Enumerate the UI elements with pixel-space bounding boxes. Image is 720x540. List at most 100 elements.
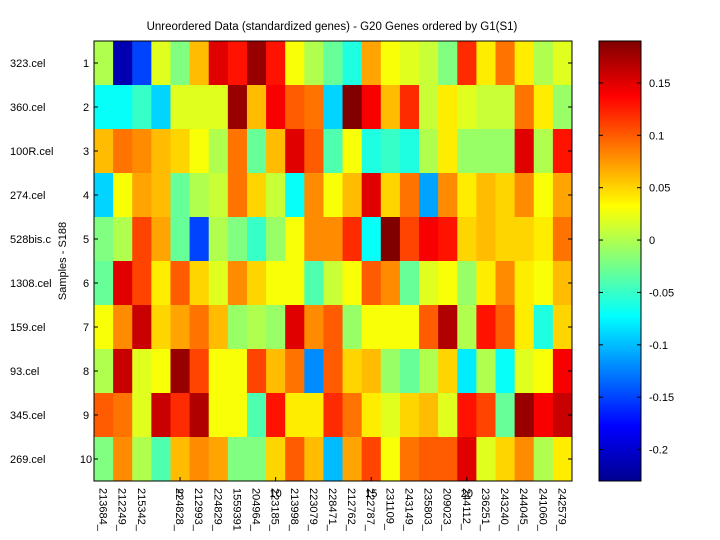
heatmap-cell	[132, 305, 152, 350]
heatmap-cell	[227, 217, 248, 262]
heatmap-cell	[170, 437, 190, 482]
heatmap-cell	[419, 129, 439, 174]
heatmap-cell	[132, 217, 152, 262]
colorbar-tick-label: 0.15	[649, 78, 670, 90]
heatmap-cell	[151, 393, 171, 438]
heatmap-cell	[533, 173, 554, 218]
heatmap-cell	[457, 393, 477, 438]
heatmap-cell	[304, 393, 324, 438]
heatmap-cell	[457, 129, 477, 174]
heatmap-cell	[552, 261, 573, 306]
column-label: 213684_	[97, 488, 109, 532]
heatmap-cell	[495, 129, 516, 174]
heatmap-cell	[246, 437, 267, 482]
heatmap-cell	[457, 349, 477, 394]
heatmap-cell	[342, 85, 363, 130]
heatmap-cell	[476, 85, 496, 130]
heatmap-cell	[361, 85, 382, 130]
colorbar-tick-label: -0.2	[649, 445, 668, 457]
heatmap-cell	[132, 393, 152, 438]
heatmap-cell	[170, 173, 190, 218]
heatmap-cell	[457, 85, 477, 130]
heatmap-cell	[151, 261, 171, 306]
heatmap-cell	[476, 393, 496, 438]
heatmap-cell	[323, 129, 343, 174]
heatmap-cell	[380, 305, 401, 350]
heatmap-cell	[304, 129, 324, 174]
heatmap-cell	[419, 305, 439, 350]
heatmap-cell	[380, 173, 401, 218]
heatmap-cell	[285, 305, 305, 350]
heatmap-cell	[189, 349, 210, 394]
heatmap-cell	[323, 261, 343, 306]
heatmap-cell	[342, 41, 363, 86]
column-number: 10	[270, 488, 282, 500]
heatmap-cell	[266, 261, 286, 306]
heatmap-cell	[438, 41, 458, 86]
heatmap-cell	[266, 305, 286, 350]
heatmap-cell	[419, 41, 439, 86]
heatmap-cell	[533, 261, 554, 306]
column-label: 204964_	[250, 488, 262, 532]
heatmap-cell	[495, 217, 516, 262]
heatmap-cell	[285, 217, 305, 262]
heatmap-cell	[514, 85, 535, 130]
heatmap-cell	[208, 129, 229, 174]
row-number: 8	[83, 366, 89, 378]
column-number: 20	[461, 488, 473, 500]
row-number: 5	[83, 234, 89, 246]
heatmap-cell	[514, 129, 535, 174]
heatmap-cell	[476, 173, 496, 218]
heatmap-cell	[246, 349, 267, 394]
heatmap-cell	[380, 437, 401, 482]
heatmap-cell	[380, 41, 401, 86]
column-label: 212762_	[345, 488, 357, 532]
heatmap-cell	[419, 393, 439, 438]
column-label: 223185_	[269, 488, 281, 532]
column-label: 228471_	[326, 488, 338, 532]
heatmap-cell	[304, 85, 324, 130]
row-number: 2	[83, 102, 89, 114]
heatmap-cell	[361, 261, 382, 306]
heatmap-cell	[399, 393, 420, 438]
heatmap-cell	[495, 41, 516, 86]
heatmap-cell	[476, 129, 496, 174]
heatmap-cell	[361, 305, 382, 350]
column-label: 212249_	[116, 488, 128, 532]
heatmap-cell	[552, 85, 573, 130]
heatmap-cell	[323, 393, 343, 438]
column-label: 242579_	[555, 488, 567, 532]
column-label: 222787_	[364, 488, 376, 532]
heatmap-cell	[361, 393, 382, 438]
heatmap-cell	[457, 41, 477, 86]
heatmap-cell	[246, 41, 267, 86]
heatmap-cell	[304, 305, 324, 350]
row-number: 6	[83, 278, 89, 290]
heatmap-cell	[170, 85, 190, 130]
heatmap-cell	[552, 349, 573, 394]
heatmap-cell	[170, 349, 190, 394]
heatmap-cell	[227, 41, 248, 86]
y-axis-label: Samples - S188	[57, 222, 69, 300]
heatmap-cell	[476, 305, 496, 350]
heatmap-cell	[227, 129, 248, 174]
heatmap-cell	[342, 437, 363, 482]
column-label: 213998_	[288, 488, 300, 532]
heatmap-cell	[208, 85, 229, 130]
row-number: 10	[80, 454, 92, 466]
heatmap-cell	[285, 129, 305, 174]
heatmap-cell	[113, 41, 133, 86]
colorbar-tick-label: 0.05	[649, 183, 670, 195]
heatmap-cell	[552, 41, 573, 86]
plot-area-frame	[93, 40, 573, 482]
column-label: 215342_	[135, 488, 147, 532]
heatmap-cell	[399, 85, 420, 130]
heatmap-cell	[514, 173, 535, 218]
heatmap-cell	[419, 261, 439, 306]
row-label: 1308.cel	[10, 278, 52, 290]
heatmap-cell	[476, 217, 496, 262]
heatmap-cell	[208, 305, 229, 350]
heatmap-cell	[189, 173, 210, 218]
heatmap-cell	[438, 261, 458, 306]
heatmap-cell	[227, 85, 248, 130]
